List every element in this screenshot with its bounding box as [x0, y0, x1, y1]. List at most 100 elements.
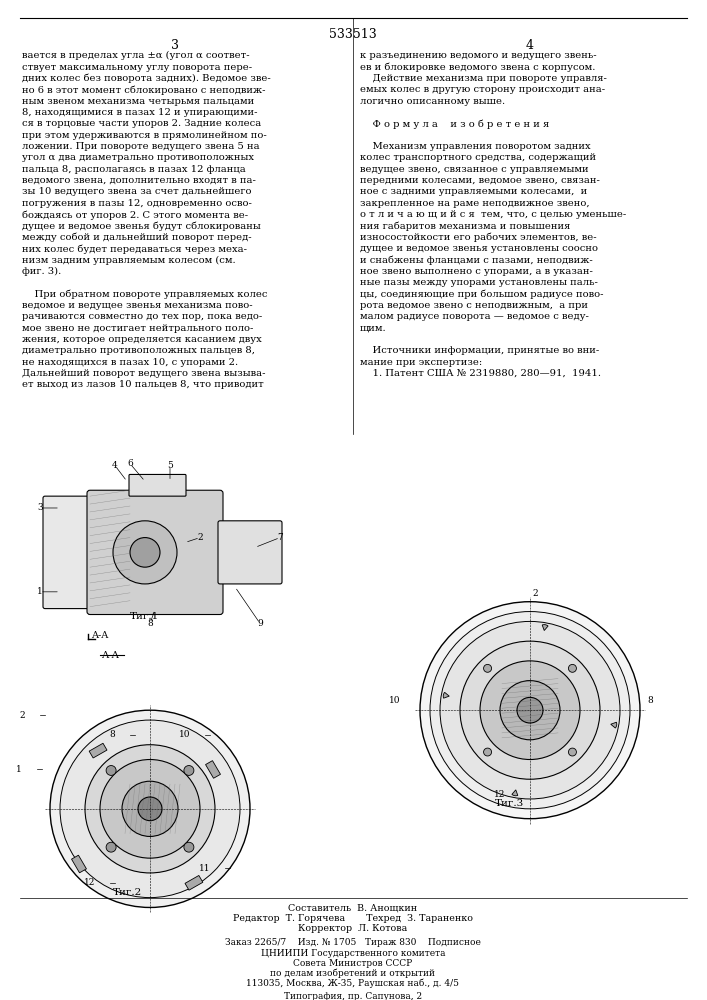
- FancyBboxPatch shape: [87, 490, 223, 615]
- Text: ся в торцовые части упоров 2. Задние колеса: ся в торцовые части упоров 2. Задние кол…: [22, 119, 262, 128]
- Text: рота ведомое звено с неподвижным,  а при: рота ведомое звено с неподвижным, а при: [360, 301, 588, 310]
- Circle shape: [484, 748, 491, 756]
- Text: 4: 4: [112, 461, 118, 470]
- Text: ным звеном механизма четырьмя пальцами: ным звеном механизма четырьмя пальцами: [22, 97, 255, 106]
- Circle shape: [122, 781, 178, 836]
- Text: логично описанному выше.: логично описанному выше.: [360, 97, 505, 106]
- Text: 8, находящимися в пазах 12 и упирающими-: 8, находящимися в пазах 12 и упирающими-: [22, 108, 257, 117]
- Bar: [89, 743, 107, 758]
- Text: ев и блокировке ведомого звена с корпусом.: ев и блокировке ведомого звена с корпусо…: [360, 63, 595, 72]
- Text: Дальнейший поворот ведущего звена вызыва-: Дальнейший поворот ведущего звена вызыва…: [22, 369, 266, 378]
- Text: Τиг.3: Τиг.3: [496, 799, 525, 808]
- Text: ведущее звено, связанное с управляемыми: ведущее звено, связанное с управляемыми: [360, 165, 589, 174]
- Circle shape: [85, 745, 215, 873]
- Circle shape: [420, 602, 640, 819]
- Text: 3: 3: [37, 503, 43, 512]
- Circle shape: [568, 664, 576, 672]
- Text: цы, соединяющие при большом радиусе пово-: цы, соединяющие при большом радиусе пово…: [360, 290, 604, 299]
- Text: Редактор  Т. Горячева       Техред  З. Тараненко: Редактор Т. Горячева Техред З. Тараненко: [233, 914, 473, 923]
- FancyBboxPatch shape: [218, 521, 282, 584]
- Text: диаметрально противоположных пальцев 8,: диаметрально противоположных пальцев 8,: [22, 346, 255, 355]
- Circle shape: [130, 538, 160, 567]
- Text: низм задним управляемым колесом (см.: низм задним управляемым колесом (см.: [22, 255, 235, 265]
- Text: Совета Министров СССР: Совета Министров СССР: [293, 959, 413, 968]
- Text: ные пазы между упорами установлены паль-: ные пазы между упорами установлены паль-: [360, 278, 598, 287]
- Text: Ф о р м у л а    и з о б р е т е н и я: Ф о р м у л а и з о б р е т е н и я: [360, 119, 549, 129]
- Text: Заказ 2265/7    Изд. № 1705   Тираж 830    Подписное: Заказ 2265/7 Изд. № 1705 Тираж 830 Подпи…: [225, 938, 481, 947]
- Text: 4: 4: [526, 39, 534, 52]
- Text: мое звено не достигает нейтрального поло-: мое звено не достигает нейтрального поло…: [22, 324, 253, 333]
- Circle shape: [60, 720, 240, 898]
- Wedge shape: [542, 625, 548, 631]
- Text: 1: 1: [37, 587, 43, 596]
- Text: емых колес в другую сторону происходит ана-: емых колес в другую сторону происходит а…: [360, 85, 605, 94]
- Text: ЦНИИПИ Государственного комитета: ЦНИИПИ Государственного комитета: [261, 949, 445, 958]
- Text: дущее и ведомое звенья будут сблокированы: дущее и ведомое звенья будут сблокирован…: [22, 221, 261, 231]
- Text: 11: 11: [199, 864, 210, 873]
- Text: Механизм управления поворотом задних: Механизм управления поворотом задних: [360, 142, 590, 151]
- Text: щим.: щим.: [360, 324, 387, 333]
- Text: к разъединению ведомого и ведущего звень-: к разъединению ведомого и ведущего звень…: [360, 51, 597, 60]
- Text: ное с задними управляемыми колесами,  и: ное с задними управляемыми колесами, и: [360, 187, 588, 196]
- Circle shape: [480, 661, 580, 760]
- Text: A-A: A-A: [91, 631, 109, 640]
- Text: 2: 2: [19, 711, 25, 720]
- Text: между собой и дальнейший поворот перед-: между собой и дальнейший поворот перед-: [22, 233, 252, 242]
- Circle shape: [460, 641, 600, 779]
- Text: мание при экспертизе:: мание при экспертизе:: [360, 358, 482, 367]
- Text: передними колесами, ведомое звено, связан-: передними колесами, ведомое звено, связа…: [360, 176, 600, 185]
- Circle shape: [500, 681, 560, 740]
- FancyBboxPatch shape: [43, 496, 92, 609]
- Text: не находящихся в пазах 10, с упорами 2.: не находящихся в пазах 10, с упорами 2.: [22, 358, 238, 367]
- Text: Источники информации, принятые во вни-: Источники информации, принятые во вни-: [360, 346, 600, 355]
- Bar: [71, 855, 86, 873]
- Text: 12: 12: [83, 878, 95, 887]
- Text: закрепленное на раме неподвижное звено,: закрепленное на раме неподвижное звено,: [360, 199, 590, 208]
- Text: 10: 10: [178, 730, 190, 739]
- Text: них колес будет передаваться через меха-: них колес будет передаваться через меха-: [22, 244, 247, 254]
- Wedge shape: [611, 722, 617, 728]
- Text: 1. Патент США № 2319880, 280—91,  1941.: 1. Патент США № 2319880, 280—91, 1941.: [360, 369, 601, 378]
- Text: рачиваются совместно до тех пор, пока ведо-: рачиваются совместно до тех пор, пока ве…: [22, 312, 262, 321]
- Text: 1: 1: [16, 765, 22, 774]
- Text: 113035, Москва, Ж-35, Раушская наб., д. 4/5: 113035, Москва, Ж-35, Раушская наб., д. …: [247, 978, 460, 988]
- Text: При обратном повороте управляемых колес: При обратном повороте управляемых колес: [22, 290, 267, 299]
- Circle shape: [184, 842, 194, 852]
- Text: о т л и ч а ю щ и й с я  тем, что, с целью уменьше-: о т л и ч а ю щ и й с я тем, что, с цель…: [360, 210, 626, 219]
- Wedge shape: [443, 692, 449, 698]
- Text: при этом удерживаются в прямолинейном по-: при этом удерживаются в прямолинейном по…: [22, 131, 267, 140]
- Circle shape: [50, 710, 250, 907]
- Circle shape: [184, 766, 194, 775]
- Text: дущее и ведомое звенья установлены соосно: дущее и ведомое звенья установлены соосн…: [360, 244, 598, 253]
- Text: 2: 2: [532, 589, 538, 598]
- Text: по делам изобретений и открытий: по делам изобретений и открытий: [271, 969, 436, 978]
- Text: но 6 в этот момент сблокировано с неподвиж-: но 6 в этот момент сблокировано с неподв…: [22, 85, 266, 95]
- Bar: [185, 875, 203, 890]
- Text: 10: 10: [390, 696, 401, 705]
- Text: 533513: 533513: [329, 28, 377, 41]
- Text: 8: 8: [110, 730, 115, 739]
- Circle shape: [517, 697, 543, 723]
- Circle shape: [484, 664, 491, 672]
- Text: ложении. При повороте ведущего звена 5 на: ложении. При повороте ведущего звена 5 н…: [22, 142, 259, 151]
- Text: ное звено выполнено с упорами, а в указан-: ное звено выполнено с упорами, а в указа…: [360, 267, 593, 276]
- Circle shape: [138, 797, 162, 821]
- Text: дних колес без поворота задних). Ведомое зве-: дних колес без поворота задних). Ведомое…: [22, 74, 271, 83]
- Text: вается в пределах угла ±α (угол α соответ-: вается в пределах угла ±α (угол α соотве…: [22, 51, 250, 60]
- Circle shape: [430, 612, 630, 809]
- Text: износостойкости его рабочих элементов, ве-: износостойкости его рабочих элементов, в…: [360, 233, 597, 242]
- Circle shape: [106, 766, 116, 775]
- Circle shape: [100, 760, 200, 858]
- Text: колес транспортного средства, содержащий: колес транспортного средства, содержащий: [360, 153, 596, 162]
- Text: 5: 5: [167, 461, 173, 470]
- Text: зы 10 ведущего звена за счет дальнейшего: зы 10 ведущего звена за счет дальнейшего: [22, 187, 252, 196]
- Text: 8: 8: [147, 619, 153, 628]
- Text: 6: 6: [127, 459, 133, 468]
- Text: ведомое и ведущее звенья механизма пово-: ведомое и ведущее звенья механизма пово-: [22, 301, 252, 310]
- Bar: [206, 761, 221, 778]
- Text: Τиг.2: Τиг.2: [113, 888, 143, 897]
- Text: ствует максимальному углу поворота пере-: ствует максимальному углу поворота пере-: [22, 63, 252, 72]
- Text: Τиг.1: Τиг.1: [130, 612, 160, 621]
- Circle shape: [440, 621, 620, 799]
- Text: бождаясь от упоров 2. С этого момента ве-: бождаясь от упоров 2. С этого момента ве…: [22, 210, 248, 220]
